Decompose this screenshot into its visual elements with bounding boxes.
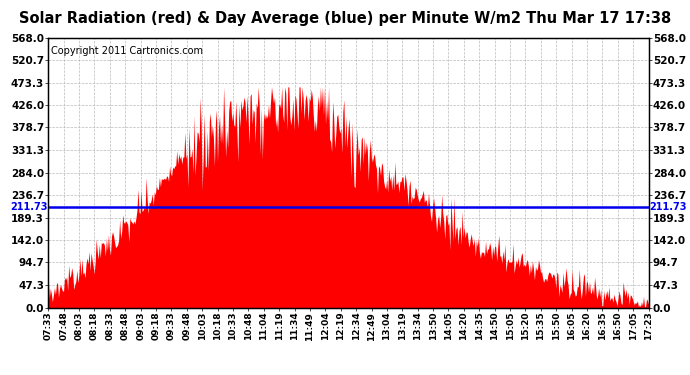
Text: Solar Radiation (red) & Day Average (blue) per Minute W/m2 Thu Mar 17 17:38: Solar Radiation (red) & Day Average (blu…	[19, 11, 671, 26]
Text: Copyright 2011 Cartronics.com: Copyright 2011 Cartronics.com	[51, 46, 204, 56]
Text: 211.73: 211.73	[649, 202, 687, 212]
Text: 211.73: 211.73	[10, 202, 48, 212]
